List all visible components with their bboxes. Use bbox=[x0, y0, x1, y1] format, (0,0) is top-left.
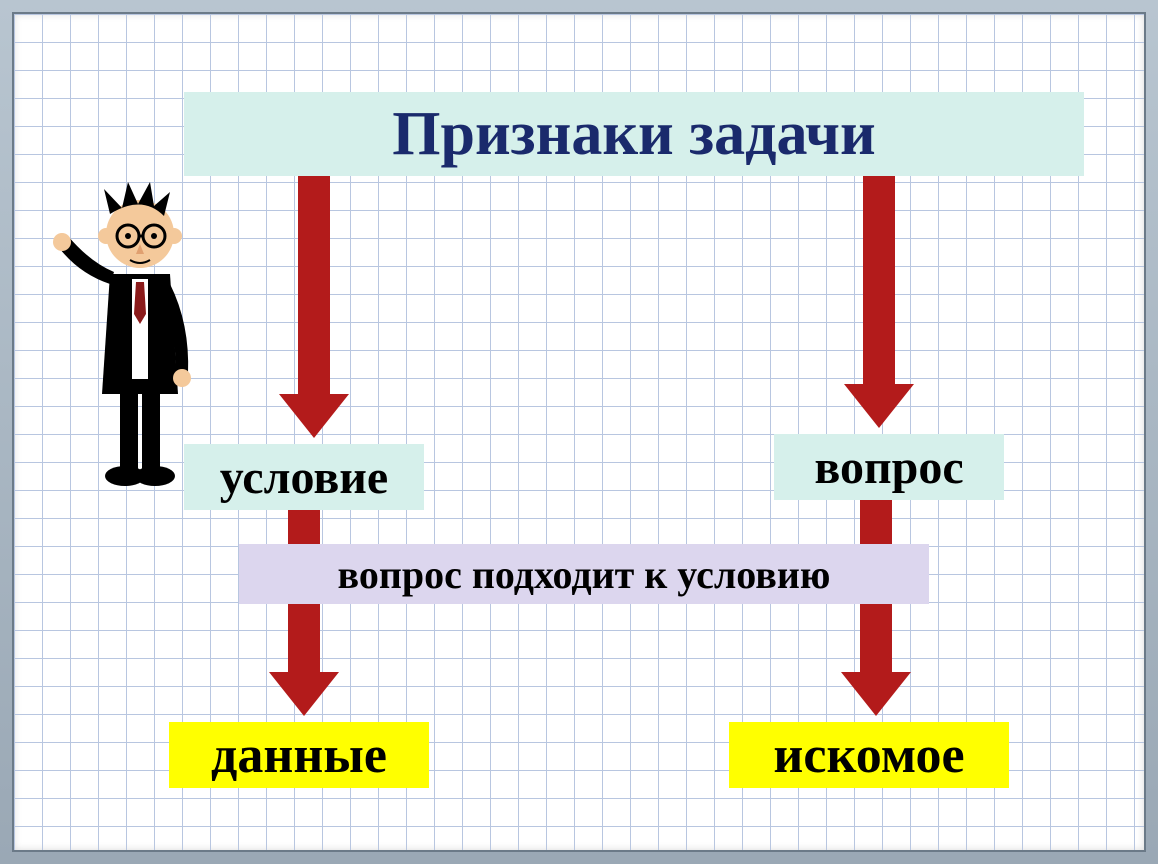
arrow-down bbox=[841, 500, 911, 716]
whiteboard-frame: Признаки задачи условие вопрос вопрос подхо… bbox=[0, 0, 1158, 864]
node-title: Признаки задачи bbox=[184, 92, 1084, 176]
node-bridge: вопрос подходит к условию bbox=[239, 544, 929, 604]
arrow-down bbox=[844, 174, 914, 428]
node-target: искомое bbox=[729, 722, 1009, 788]
node-cond: условие bbox=[184, 444, 424, 510]
node-quest: вопрос bbox=[774, 434, 1004, 500]
node-data: данные bbox=[169, 722, 429, 788]
arrow-down bbox=[269, 510, 339, 716]
arrow-down bbox=[279, 174, 349, 438]
diagram-canvas: Признаки задачи условие вопрос вопрос подхо… bbox=[14, 14, 1144, 850]
whiteboard-surface: Признаки задачи условие вопрос вопрос подхо… bbox=[12, 12, 1146, 852]
